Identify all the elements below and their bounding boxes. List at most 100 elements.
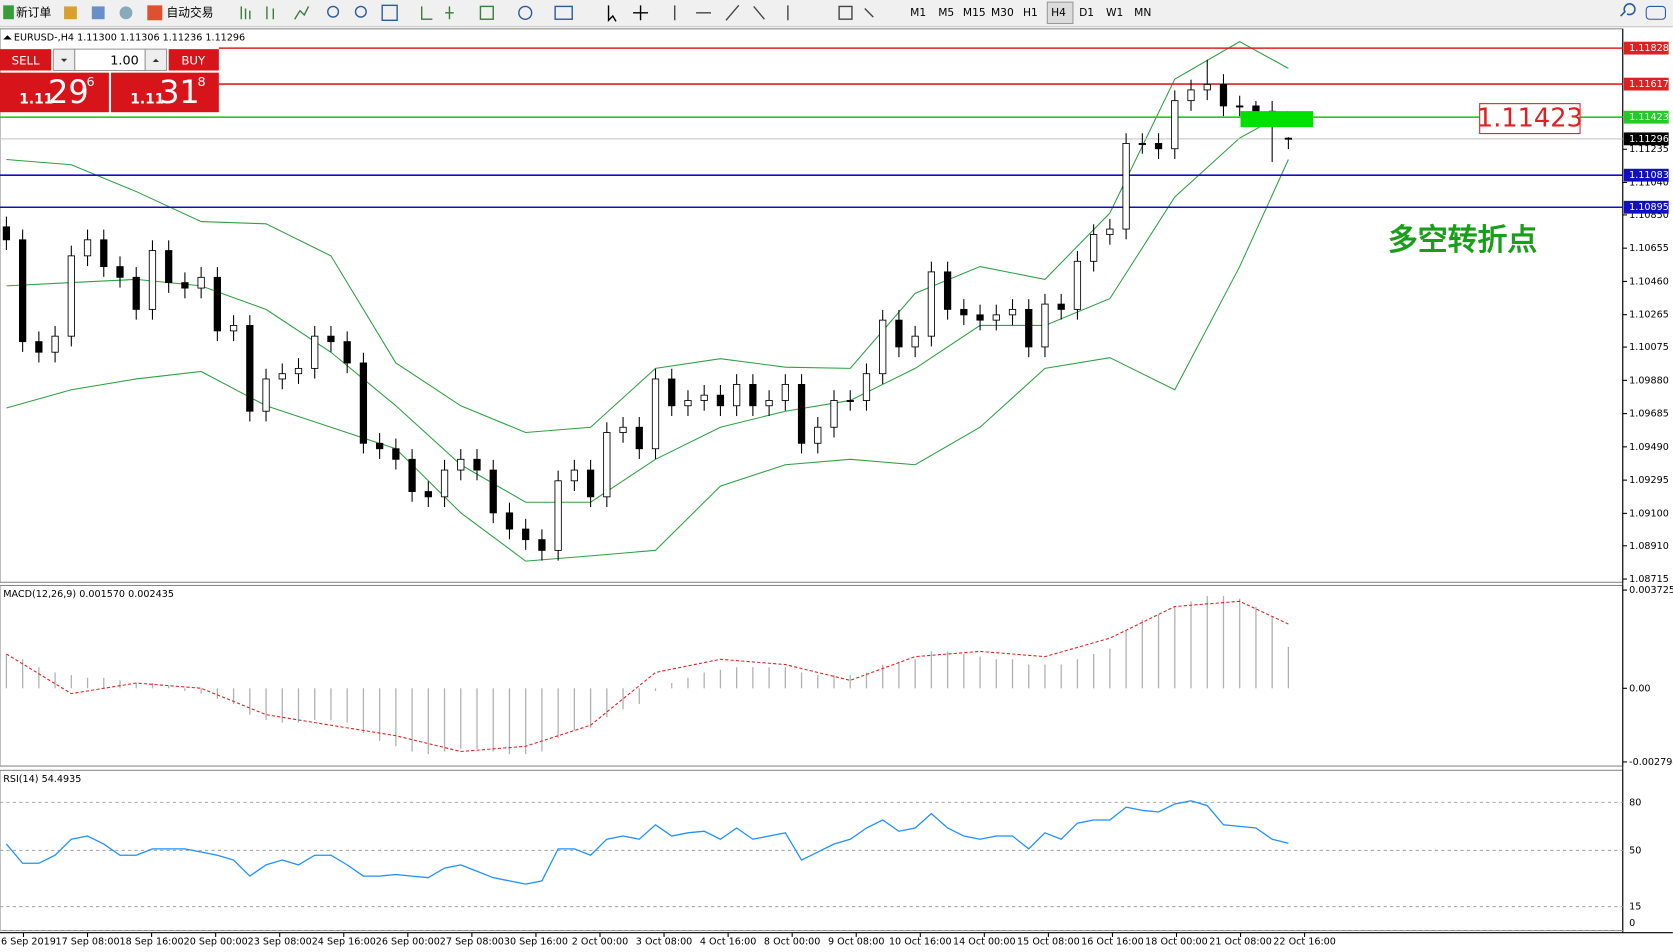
period-button[interactable]: M15 (963, 6, 986, 19)
sell-price-big[interactable]: 1.11 (19, 91, 53, 107)
candle-body (440, 469, 449, 498)
candle-body (749, 384, 757, 407)
lots-value[interactable]: 1.00 (110, 53, 138, 68)
bollinger-middle (6, 110, 1289, 503)
candle-body (1284, 137, 1293, 140)
candle-body (116, 266, 124, 278)
buy-price-box[interactable] (111, 72, 219, 113)
y-tick-label: 15 (1629, 902, 1641, 913)
icon[interactable] (674, 4, 789, 21)
tool-icons[interactable] (240, 4, 874, 22)
period-button[interactable]: H1 (1023, 6, 1038, 19)
icon[interactable] (607, 5, 617, 22)
icon[interactable] (554, 5, 573, 20)
sell-label[interactable]: SELL (12, 53, 40, 67)
candle-body (927, 271, 936, 337)
candle-body (814, 426, 822, 444)
y-tick-label: 1.10265 (1629, 310, 1669, 321)
new-order-icon[interactable] (3, 5, 14, 20)
candle-body (51, 335, 59, 353)
candle-body (1041, 303, 1049, 348)
candle-body (1122, 143, 1130, 230)
candle-body (1252, 105, 1260, 112)
active-period-highlight (1046, 1, 1074, 25)
period-button[interactable]: M5 (938, 6, 954, 19)
candle-body (522, 528, 530, 541)
candle-body (1138, 143, 1146, 145)
icon[interactable] (354, 5, 367, 18)
icon[interactable] (479, 5, 494, 20)
candle-body (943, 271, 952, 310)
buy-price-small[interactable]: 8 (198, 75, 206, 90)
one-click-panel[interactable]: SELL 1.00 BUY 1.11 29 6 1.11 31 8 (0, 48, 219, 113)
candle-body (148, 250, 157, 310)
auto-trading-icon[interactable] (147, 5, 163, 21)
candle-body (879, 319, 887, 375)
auto-trading-button[interactable]: 自动交易 (167, 5, 214, 19)
price-level-tag (1623, 110, 1669, 124)
sell-button[interactable] (0, 49, 52, 71)
y-tick-label: 1.11235 (1629, 144, 1669, 155)
rsi-line (5, 800, 1289, 885)
x-tick-label: 4 Oct 16:00 (700, 936, 757, 947)
buy-price-main[interactable]: 31 (159, 73, 200, 111)
main-chart-area (0, 28, 1624, 583)
x-tick-label: 17 Sep 08:00 (55, 936, 119, 947)
period-button[interactable]: W1 (1106, 6, 1123, 19)
buy-price-big[interactable]: 1.11 (130, 91, 164, 107)
candle-body (716, 394, 725, 407)
candle-body (862, 373, 871, 401)
period-button[interactable]: M30 (991, 6, 1014, 19)
icon[interactable] (838, 5, 874, 20)
candle-body (1187, 89, 1195, 102)
buy-button[interactable] (168, 49, 219, 71)
chart-menu-icon[interactable] (3, 35, 12, 40)
chat-icon[interactable] (1645, 5, 1666, 20)
icon[interactable] (119, 6, 133, 20)
sell-price-box[interactable] (0, 72, 109, 113)
icon[interactable] (633, 5, 649, 21)
period-button[interactable]: MN (1134, 6, 1151, 19)
icon[interactable] (327, 5, 340, 18)
candle-body (911, 335, 919, 348)
icon[interactable] (240, 6, 251, 20)
icon[interactable] (421, 6, 454, 20)
x-tick-label: 23 Sep 08:00 (248, 936, 312, 947)
candle-body (992, 314, 1000, 321)
new-order-button[interactable]: 新订单 (16, 5, 51, 19)
candle-body (2, 226, 11, 241)
period-button[interactable]: M1 (910, 6, 926, 19)
candle-body (229, 325, 238, 332)
candle-body (489, 469, 497, 514)
period-button[interactable]: D1 (1079, 6, 1094, 19)
search-icon[interactable] (1620, 3, 1636, 17)
candle-body (781, 384, 789, 401)
price-callout-box (1479, 103, 1581, 135)
buy-label[interactable]: BUY (181, 53, 206, 67)
candle-body (1073, 260, 1082, 310)
price-level-tag (1623, 41, 1669, 55)
candle-body (181, 282, 189, 289)
icon[interactable] (294, 6, 310, 20)
y-tick-label: 1.10850 (1629, 210, 1669, 221)
icon[interactable] (91, 6, 105, 20)
y-tick-label: 1.11040 (1629, 178, 1669, 189)
icon[interactable] (64, 6, 77, 20)
period-button[interactable]: H4 (1051, 6, 1066, 19)
x-tick-label: 22 Oct 16:00 (1273, 936, 1336, 947)
candle-body (83, 239, 92, 257)
x-tick-label: 24 Sep 16:00 (312, 936, 376, 947)
sell-price-main[interactable]: 29 (48, 73, 89, 111)
icon[interactable] (381, 4, 398, 21)
chart-header: EURUSD-,H4 1.11300 1.11306 1.11236 1.112… (14, 32, 245, 43)
icon[interactable] (518, 5, 533, 20)
candle-body (246, 325, 254, 412)
icon[interactable] (266, 6, 274, 20)
candle-body (1203, 84, 1211, 91)
x-tick-label: 6 Sep 2019 (1, 936, 56, 947)
y-tick-label: -0.002794 (1629, 757, 1673, 768)
sell-price-small[interactable]: 6 (86, 75, 94, 90)
candle-body (408, 458, 416, 492)
candle-body (505, 512, 514, 530)
